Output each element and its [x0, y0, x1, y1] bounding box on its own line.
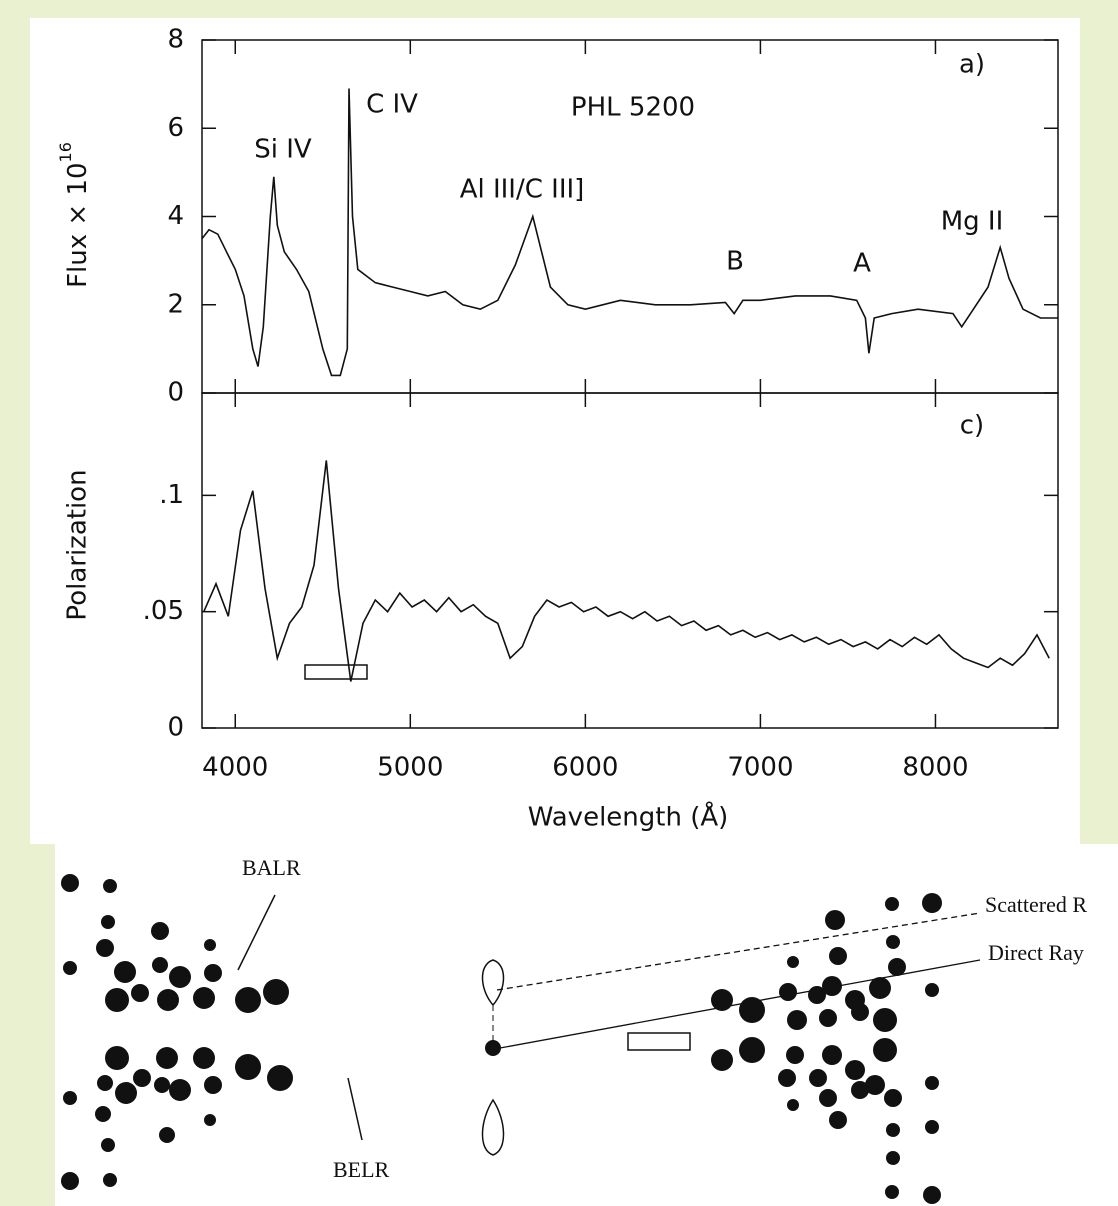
diagram-label: BALR — [242, 855, 301, 880]
annotation: Si IV — [254, 135, 312, 165]
annotation: A — [853, 249, 871, 279]
annotation: Al III/C III] — [460, 175, 585, 205]
annotation: Mg II — [941, 207, 1004, 237]
annotation: PHL 5200 — [571, 93, 695, 123]
spectrum-line — [201, 88, 1058, 377]
y-label-exponent: 16 — [56, 142, 75, 162]
x-label: Wavelength (Å) — [528, 801, 729, 833]
plot-frame — [201, 392, 1059, 729]
plot: Flux × 1016 Polarization Wavelength (Å) … — [56, 25, 1059, 833]
annotation: c) — [960, 411, 984, 441]
y-label: Polarization — [63, 469, 93, 620]
diagram-bg — [55, 844, 1118, 1206]
x-tick-label: 8000 — [902, 753, 968, 783]
annotation: a) — [959, 50, 985, 80]
y-tick-label: 6 — [167, 113, 184, 143]
diagram-label: Direct Ray — [988, 940, 1084, 965]
y-tick-label: .05 — [143, 596, 184, 626]
y-tick-label: 8 — [167, 25, 184, 55]
diagram-label: BELR — [333, 1157, 390, 1182]
x-tick-label: 7000 — [727, 753, 793, 783]
figure-bg — [30, 18, 1080, 844]
diagram-label: Scattered R — [985, 892, 1087, 917]
spectrum-line — [203, 460, 1050, 682]
x-tick-label: 4000 — [202, 753, 268, 783]
y-tick-label: 0 — [167, 378, 184, 408]
y-tick-label: 2 — [167, 289, 184, 319]
diagram: BALR BELR Scattered R Direct Ray — [61, 664, 1087, 1204]
annotation: C IV — [366, 90, 418, 120]
y-tick-label: 0 — [167, 713, 184, 743]
y-label-text: Flux × 10 — [63, 162, 93, 287]
y-tick-label: 4 — [167, 201, 184, 231]
y-tick-label: .1 — [159, 480, 184, 510]
x-tick-label: 5000 — [377, 753, 443, 783]
y-label: Flux × 1016 — [56, 142, 93, 288]
x-tick-label: 6000 — [552, 753, 618, 783]
annotation: B — [726, 247, 744, 277]
